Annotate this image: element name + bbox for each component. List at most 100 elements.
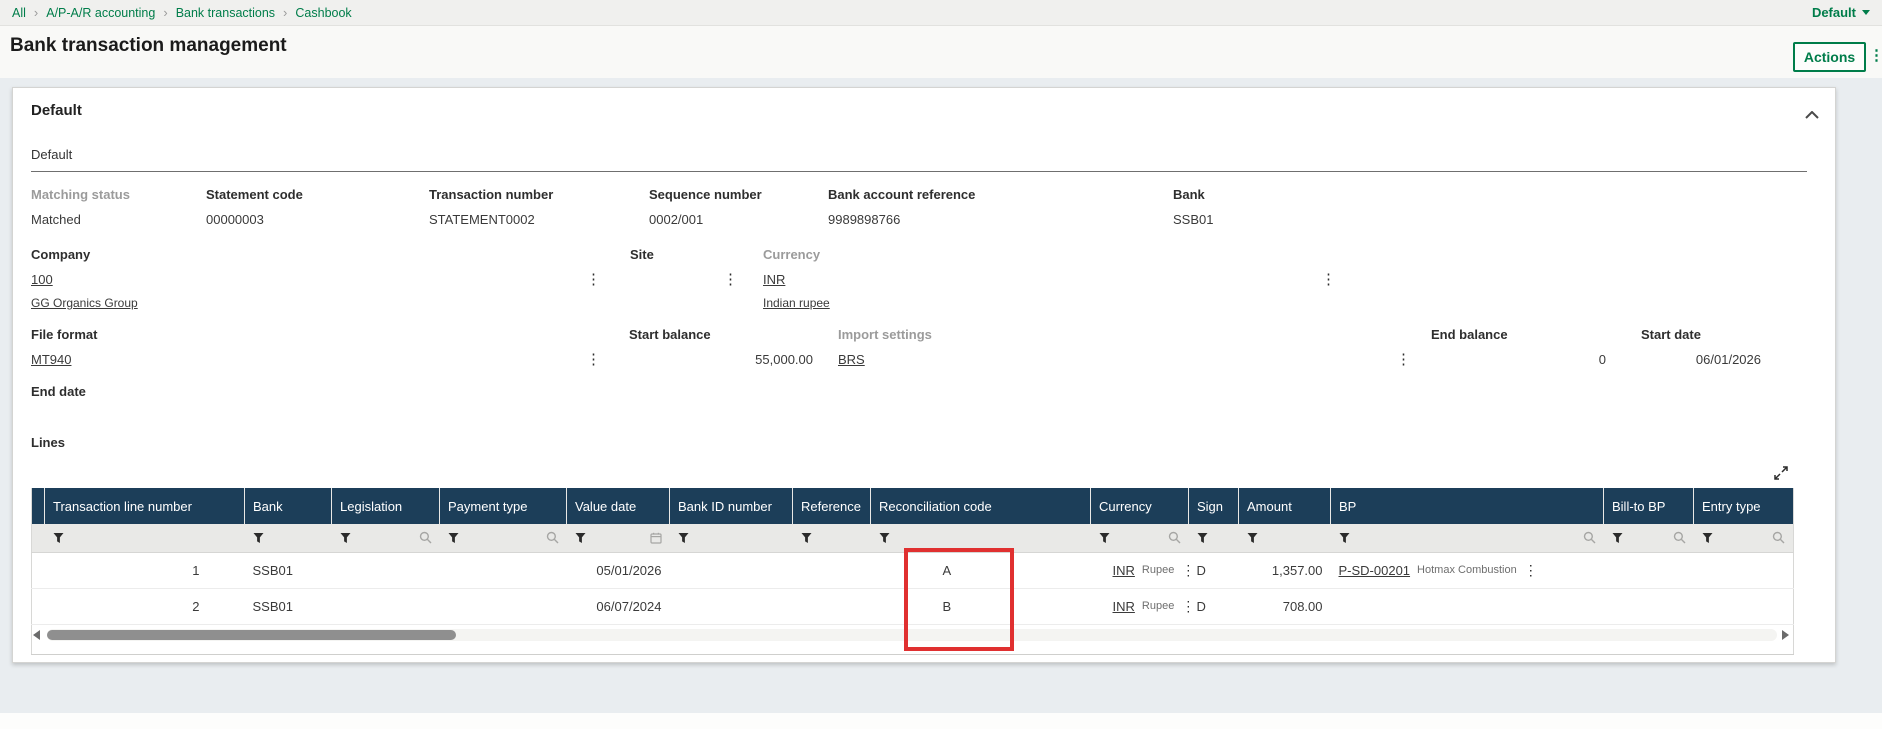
site-kebab-icon[interactable]: ⋮ [723,271,738,288]
bp-code-link[interactable]: P-SD-00201 [1338,562,1411,578]
col-header-entry-type[interactable]: Entry type [1693,488,1794,524]
end-balance-kebab-icon[interactable]: ⋮ [1396,351,1411,368]
filter-search-icon[interactable] [419,531,432,544]
row-select-cell [31,552,45,589]
breadcrumb-bar: All › A/P-A/R accounting › Bank transact… [0,0,1882,26]
col-header-bp[interactable]: BP [1330,488,1604,524]
title-band [0,26,1882,78]
view-selector-dropdown[interactable]: Default [1812,5,1870,20]
chevron-right-icon: › [33,5,39,20]
actions-button[interactable]: Actions [1793,42,1866,72]
end-date-label: End date [31,384,86,399]
cell-sign: D [1188,552,1239,589]
currency-code-link[interactable]: INR [1112,598,1135,614]
col-header-bank[interactable]: Bank [244,488,332,524]
cell-legislation [331,552,440,589]
breadcrumb: All › A/P-A/R accounting › Bank transact… [12,6,352,20]
col-header-bill-to-bp[interactable]: Bill-to BP [1603,488,1694,524]
filter-funnel-icon[interactable] [801,532,812,544]
table-row[interactable]: 2 SSB01 06/07/2024 B INR Rupee ⋮ D 708.00 [31,588,1794,625]
filter-funnel-icon[interactable] [1247,532,1258,544]
filter-funnel-icon[interactable] [1099,532,1110,544]
row-currency-kebab-icon[interactable]: ⋮ [1181,599,1188,613]
breadcrumb-item-all[interactable]: All [12,5,26,20]
filter-search-icon[interactable] [1168,531,1181,544]
default-panel: Default Default Matching status Statemen… [12,87,1836,663]
filter-cell [439,524,567,553]
expand-grid-icon[interactable] [1773,465,1789,486]
cell-entry-type [1693,588,1794,625]
breadcrumb-item-ap-ar-accounting[interactable]: A/P-A/R accounting [46,5,156,20]
import-settings-link[interactable]: BRS [838,352,865,367]
grid-header-row: Transaction line number Bank Legislation… [31,488,1794,524]
cell-bp [1330,588,1604,625]
filter-cell [31,524,45,553]
import-settings-label: Import settings [838,327,932,342]
hscrollbar-thumb[interactable] [47,630,456,640]
table-row[interactable]: 1 SSB01 05/01/2026 A INR Rupee ⋮ D 1,357.0… [31,552,1794,589]
filter-calendar-icon[interactable] [649,532,662,544]
file-format-kebab-icon[interactable]: ⋮ [586,351,601,368]
file-format-link[interactable]: MT940 [31,352,72,367]
collapse-chevron-up-icon[interactable] [1805,106,1819,124]
company-kebab-icon[interactable]: ⋮ [586,271,601,288]
start-date-value: 06/01/2026 [1695,352,1761,367]
filter-search-icon[interactable] [1673,531,1686,544]
cell-currency: INR Rupee ⋮ [1090,552,1189,589]
cell-amount: 708.00 [1238,588,1331,625]
currency-kebab-icon[interactable]: ⋮ [1321,271,1336,288]
filter-funnel-icon[interactable] [879,532,890,544]
col-header-legislation[interactable]: Legislation [331,488,440,524]
hscrollbar-track[interactable] [47,629,1777,641]
transaction-number-value: STATEMENT0002 [429,212,535,227]
scroll-left-arrow-icon[interactable] [33,630,40,640]
section-label: Default [31,147,73,162]
statement-code-label: Statement code [206,187,303,202]
filter-funnel-icon[interactable] [448,532,459,544]
filter-cell [792,524,871,553]
actions-kebab-icon[interactable]: ⋮ [1869,47,1882,64]
col-header-amount[interactable]: Amount [1238,488,1331,524]
filter-search-icon[interactable] [1772,531,1785,544]
col-header-reconciliation-code[interactable]: Reconciliation code [870,488,1091,524]
filter-search-icon[interactable] [546,531,559,544]
col-header-value-date[interactable]: Value date [566,488,670,524]
col-header-bank-id-number[interactable]: Bank ID number [669,488,793,524]
col-header-transaction-line-number[interactable]: Transaction line number [44,488,245,524]
filter-search-icon[interactable] [1583,531,1596,544]
company-name-link[interactable]: GG Organics Group [31,296,138,310]
cell-reconciliation-code: A [870,552,1091,589]
filter-funnel-icon[interactable] [53,532,64,544]
cell-bank-id-number [669,588,793,625]
filter-cell [44,524,245,553]
filter-funnel-icon[interactable] [1339,532,1350,544]
filter-funnel-icon[interactable] [1612,532,1623,544]
filter-cell [1330,524,1604,553]
col-header-sign[interactable]: Sign [1188,488,1239,524]
company-code-link[interactable]: 100 [31,272,53,287]
row-currency-kebab-icon[interactable]: ⋮ [1181,563,1188,577]
scroll-right-arrow-icon[interactable] [1782,630,1789,640]
filter-funnel-icon[interactable] [253,532,264,544]
filter-funnel-icon[interactable] [678,532,689,544]
col-header-payment-type[interactable]: Payment type [439,488,567,524]
currency-code-link[interactable]: INR [1112,562,1135,578]
cell-transaction-line-number: 2 [44,588,245,625]
currency-name-link[interactable]: Indian rupee [763,296,830,310]
end-balance-label: End balance [1431,327,1508,342]
filter-funnel-icon[interactable] [575,532,586,544]
col-header-reference[interactable]: Reference [792,488,871,524]
filter-funnel-icon[interactable] [340,532,351,544]
col-header-select [31,488,45,524]
filter-cell [1693,524,1794,553]
panel-title: Default [31,102,82,119]
breadcrumb-item-cashbook[interactable]: Cashbook [295,5,352,20]
filter-funnel-icon[interactable] [1197,532,1208,544]
currency-code-link[interactable]: INR [763,272,786,287]
cell-reference [792,588,871,625]
breadcrumb-item-bank-transactions[interactable]: Bank transactions [175,5,276,20]
row-bp-kebab-icon[interactable]: ⋮ [1523,562,1538,578]
col-header-currency[interactable]: Currency [1090,488,1189,524]
filter-funnel-icon[interactable] [1702,532,1713,544]
bank-account-reference-label: Bank account reference [828,187,976,202]
